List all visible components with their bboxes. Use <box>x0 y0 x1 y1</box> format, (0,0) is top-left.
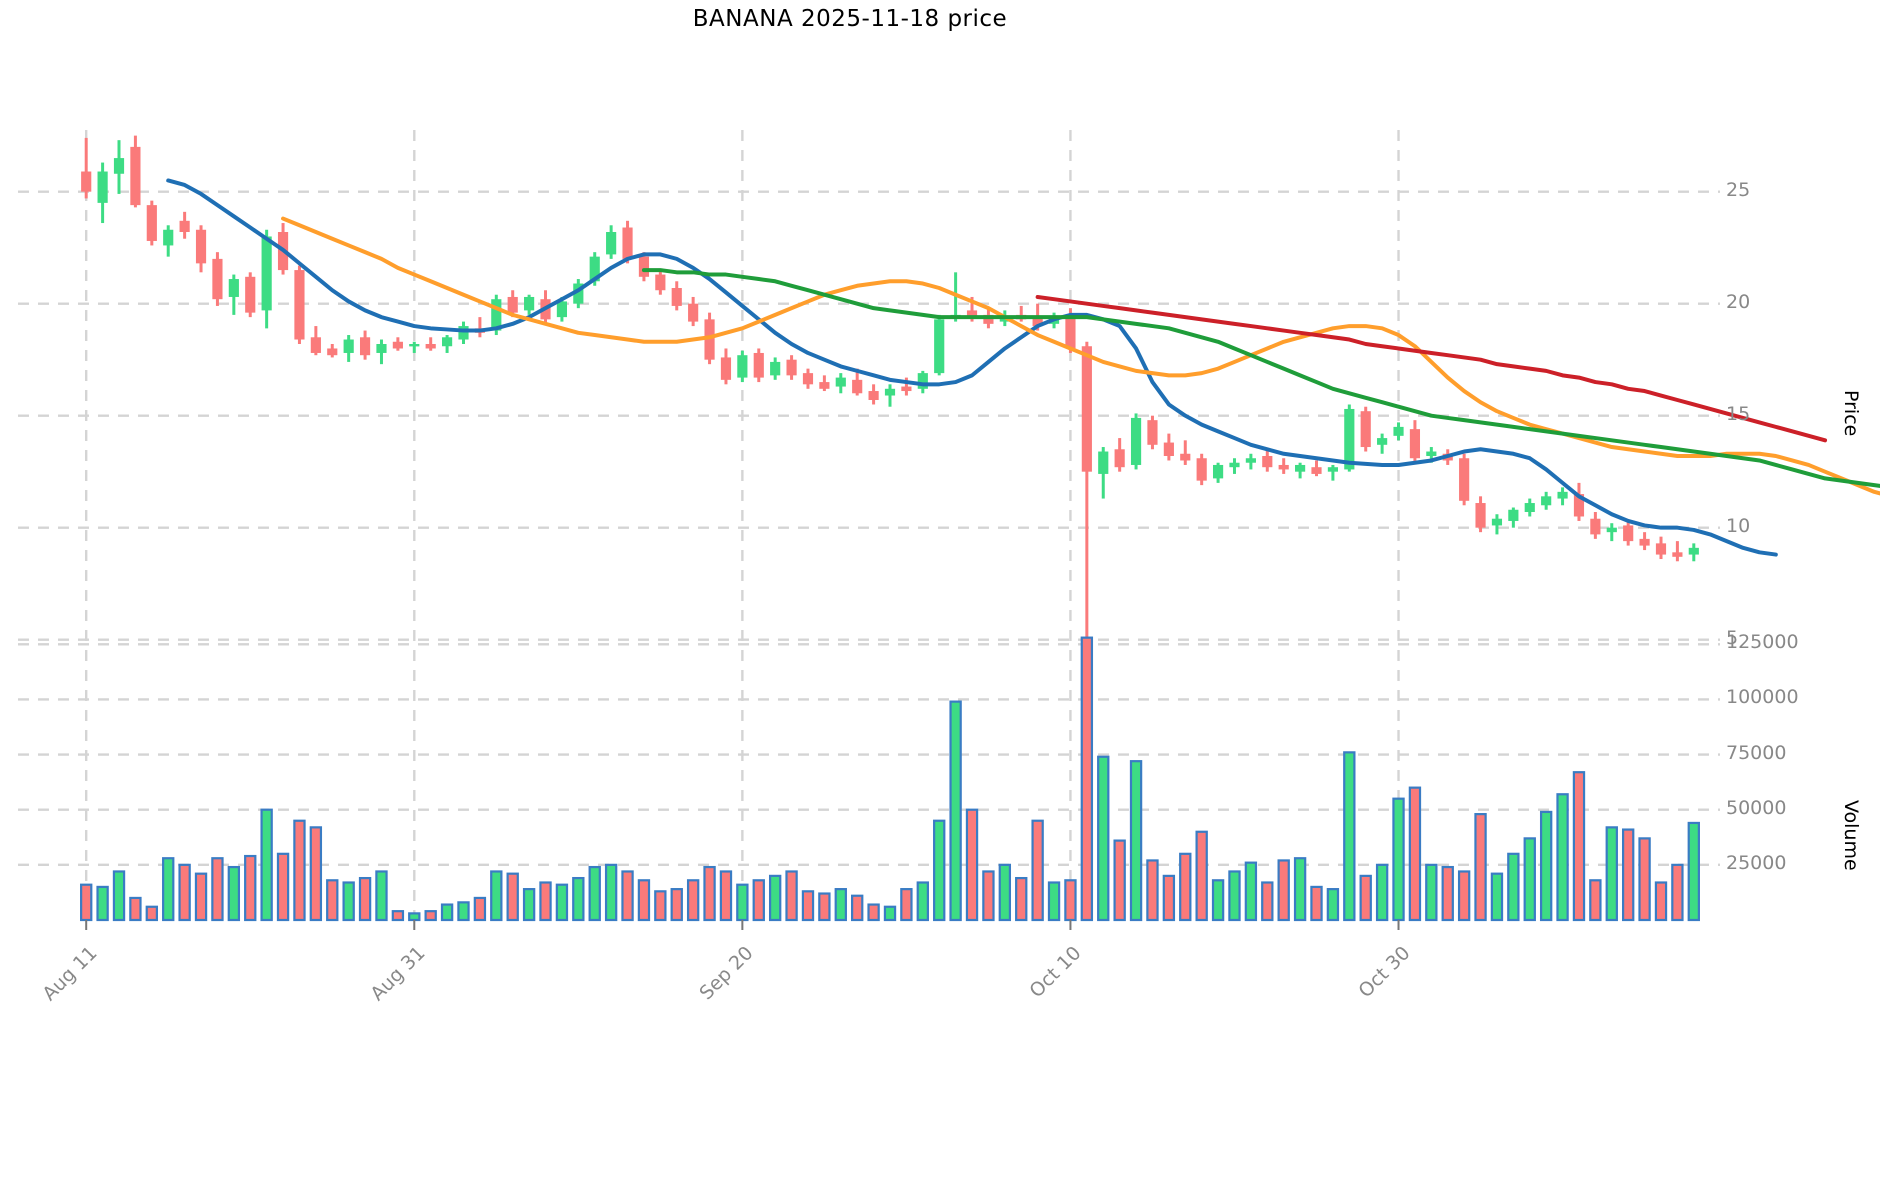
volume-tick-label: 50000 <box>1726 796 1787 819</box>
volume-axis-label: Volume <box>1840 800 1862 871</box>
volume-tick-label: 75000 <box>1726 741 1787 764</box>
price-tick-label: 5 <box>1726 626 1739 649</box>
volume-tick-label: 125000 <box>1726 631 1799 654</box>
price-tick-label: 10 <box>1726 514 1751 537</box>
price-axis-label: Price <box>1840 390 1862 437</box>
volume-tick-label: 25000 <box>1726 851 1787 874</box>
price-tick-label: 15 <box>1726 402 1751 425</box>
moving-average-series <box>166 178 1880 557</box>
volume-gridlines <box>18 643 1720 867</box>
volume-tick-label: 100000 <box>1726 686 1799 709</box>
volume-bars <box>80 636 1700 922</box>
price-tick-label: 20 <box>1726 290 1751 313</box>
price-tick-label: 25 <box>1726 178 1751 201</box>
axis-tickmarks <box>85 920 1400 930</box>
chart-title: BANANA 2025-11-18 price <box>692 6 1008 32</box>
price-gridlines <box>18 190 1720 641</box>
candlestick-series <box>81 135 1699 660</box>
